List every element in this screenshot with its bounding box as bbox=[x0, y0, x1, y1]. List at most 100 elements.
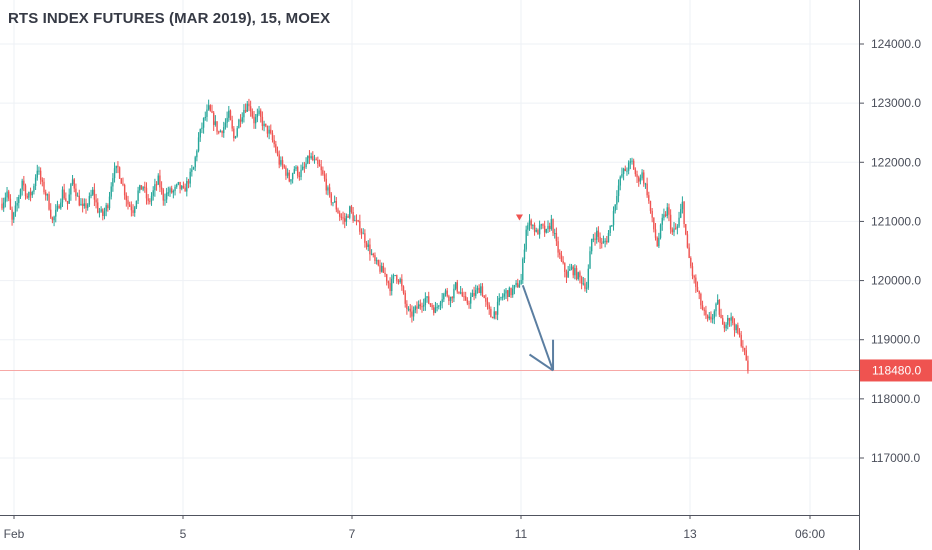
y-tick-label: 117000.0 bbox=[871, 451, 920, 465]
candle-body bbox=[273, 140, 275, 145]
candle-body bbox=[100, 209, 102, 212]
candle-body bbox=[189, 171, 191, 184]
candle-body bbox=[485, 298, 487, 302]
candle-body bbox=[83, 203, 86, 206]
candle-body bbox=[476, 287, 479, 291]
candle-body bbox=[686, 234, 689, 248]
candle-body bbox=[466, 300, 469, 304]
candle-body bbox=[537, 230, 539, 235]
candle-body bbox=[431, 305, 433, 308]
candle-body bbox=[80, 203, 82, 206]
candle-body bbox=[510, 287, 512, 296]
candle-body bbox=[743, 347, 746, 351]
candle-body bbox=[658, 237, 660, 247]
candle-body bbox=[276, 151, 279, 155]
candle-body bbox=[51, 217, 54, 221]
candle-body bbox=[177, 181, 180, 185]
y-tick-label: 120000.0 bbox=[871, 274, 921, 288]
candle-body bbox=[577, 272, 579, 280]
candle-body bbox=[9, 198, 12, 210]
x-axis[interactable]: Feb 5 7 11 13 06:00 bbox=[4, 515, 826, 541]
candle-body bbox=[315, 159, 317, 161]
candle-body bbox=[589, 251, 591, 269]
candle-body bbox=[580, 277, 583, 284]
candle-body bbox=[666, 207, 668, 216]
candle-body bbox=[389, 283, 391, 292]
candle-body bbox=[102, 209, 104, 217]
candle-body bbox=[6, 191, 8, 198]
candle-body bbox=[192, 167, 195, 170]
candle-body bbox=[585, 287, 588, 289]
candle-body bbox=[357, 220, 359, 222]
candle-body bbox=[535, 230, 537, 232]
candle-body bbox=[369, 244, 371, 255]
candle-body bbox=[31, 191, 33, 196]
candle-body bbox=[337, 209, 339, 214]
candle-body bbox=[538, 225, 541, 235]
candle-body bbox=[88, 196, 91, 205]
candle-body bbox=[53, 216, 55, 221]
candle-body bbox=[135, 200, 138, 208]
candle-body bbox=[112, 178, 114, 187]
candle-body bbox=[488, 304, 490, 309]
candle-body bbox=[370, 253, 373, 255]
candle-body bbox=[399, 279, 401, 283]
candle-body bbox=[611, 225, 613, 227]
candle-body bbox=[241, 117, 243, 122]
candle-body bbox=[157, 175, 159, 185]
candle-body bbox=[565, 271, 568, 278]
x-tick-label: 7 bbox=[349, 527, 356, 541]
candle-body bbox=[634, 169, 637, 175]
candle-body bbox=[671, 229, 674, 233]
candle-body bbox=[70, 184, 72, 195]
candle-body bbox=[144, 186, 146, 188]
candle-body bbox=[86, 204, 89, 209]
candle-body bbox=[251, 111, 254, 117]
candle-body bbox=[594, 238, 596, 240]
y-tick-label: 121000.0 bbox=[871, 214, 921, 228]
candle-body bbox=[456, 282, 458, 292]
candle-body bbox=[584, 283, 586, 289]
candle-body bbox=[68, 194, 70, 204]
candle-body bbox=[258, 110, 260, 114]
trend-arrow-shaft[interactable] bbox=[521, 284, 554, 371]
candle-body bbox=[18, 197, 20, 203]
candle-body bbox=[50, 209, 52, 218]
candle-body bbox=[350, 206, 353, 212]
candle-body bbox=[14, 205, 17, 213]
candle-body bbox=[248, 103, 250, 107]
candle-body bbox=[55, 209, 57, 217]
candle-body bbox=[312, 156, 314, 160]
candle-body bbox=[172, 191, 175, 193]
candle-body bbox=[725, 324, 727, 329]
y-axis[interactable]: 124000.0 123000.0 122000.0 121000.0 120000.0… bbox=[859, 37, 921, 465]
candle-body bbox=[226, 117, 228, 123]
candle-body bbox=[708, 316, 710, 319]
candle-body bbox=[298, 175, 301, 177]
x-tick-label: 06:00 bbox=[795, 527, 825, 541]
candle-body bbox=[238, 119, 240, 129]
y-tick-label: 122000.0 bbox=[871, 155, 921, 169]
candle-body bbox=[380, 266, 383, 272]
candle-body bbox=[626, 170, 628, 172]
candle-body bbox=[38, 170, 40, 172]
x-tick-label: 11 bbox=[515, 527, 528, 541]
x-tick-label: Feb bbox=[4, 527, 25, 541]
candle-body bbox=[685, 224, 687, 235]
candle-body bbox=[617, 185, 620, 197]
candle-body bbox=[742, 346, 744, 348]
candle-body bbox=[730, 317, 732, 321]
candle-body bbox=[513, 285, 516, 289]
candle-body bbox=[179, 181, 181, 189]
candle-body bbox=[710, 316, 712, 320]
candle-body bbox=[359, 221, 361, 232]
candle-body bbox=[159, 175, 161, 188]
candle-body bbox=[23, 180, 25, 186]
candle-body bbox=[683, 201, 685, 225]
candle-body bbox=[93, 189, 96, 200]
candle-body bbox=[98, 211, 101, 213]
candle-body bbox=[352, 211, 354, 221]
candle-body bbox=[528, 220, 531, 226]
candle-body bbox=[495, 311, 497, 315]
